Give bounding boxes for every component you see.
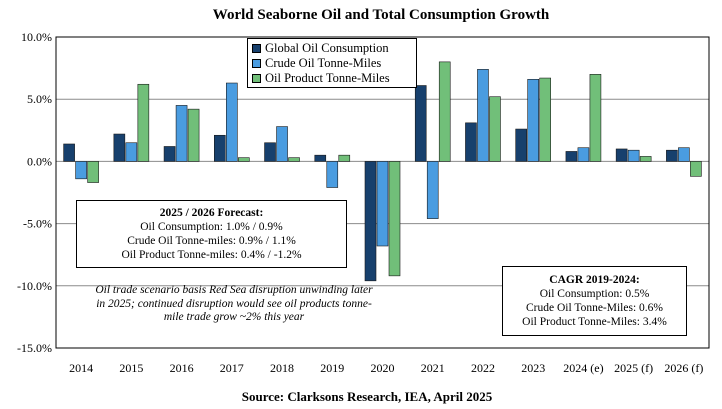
forecast-line: Oil Product Tonne-miles: 0.4% / -1.2% xyxy=(121,249,302,261)
bar-oil-product-tonne-miles-2021 xyxy=(438,61,451,162)
cagr-line: Oil Consumption: 0.5% xyxy=(539,288,650,300)
plot-border xyxy=(55,36,710,349)
bar-oil-product-tonne-miles-2023 xyxy=(539,77,551,162)
legend-label: Global Oil Consumption xyxy=(265,41,389,55)
legend-label: Oil Product Tonne-Miles xyxy=(265,71,390,85)
y-tick-label: 5.0% xyxy=(27,92,52,106)
y-tick-label: -15.0% xyxy=(17,341,52,355)
bar-global-oil-consumption-2018 xyxy=(264,142,276,162)
legend-item-global-oil-consumption: Global Oil Consumption xyxy=(252,41,412,56)
bar-crude-oil-tonne-miles-2019 xyxy=(326,161,339,188)
bar-oil-product-tonne-miles-2017 xyxy=(238,157,250,162)
bar-global-oil-consumption-2025-f xyxy=(615,148,628,162)
bar-crude-oil-tonne-miles-2024-e xyxy=(577,147,590,162)
x-tick-label: 2017 xyxy=(220,361,244,375)
x-axis-ticks: 2014 2015 2016 2017 2018 2019 2020 2021 2022 2023… xyxy=(69,361,703,375)
legend-swatch xyxy=(252,74,261,83)
y-tick-label: 0.0% xyxy=(27,154,52,168)
legend-swatch xyxy=(252,59,261,68)
bar-oil-product-tonne-miles-2014 xyxy=(87,161,99,183)
bar-crude-oil-tonne-miles-2026-f xyxy=(678,147,690,162)
y-tick-label: -5.0% xyxy=(23,217,52,231)
cagr-annotation-box: CAGR 2019-2024: Oil Consumption: 0.5% Cr… xyxy=(502,266,687,336)
x-tick-label: 2015 xyxy=(119,361,143,375)
x-tick-label: 2020 xyxy=(371,361,395,375)
bar-crude-oil-tonne-miles-2016 xyxy=(175,105,188,162)
bar-marks xyxy=(63,61,702,282)
bar-oil-product-tonne-miles-2018 xyxy=(288,157,300,162)
legend-swatch xyxy=(252,44,261,53)
bar-global-oil-consumption-2017 xyxy=(214,134,226,162)
cagr-line: Crude Oil Tonne-Miles: 0.6% xyxy=(526,302,663,314)
x-tick-label: 2018 xyxy=(270,361,294,375)
x-tick-label: 2019 xyxy=(320,361,344,375)
x-tick-label: 2022 xyxy=(471,361,495,375)
forecast-line: Crude Oil Tonne-miles: 0.9% / 1.1% xyxy=(127,235,296,247)
bar-crude-oil-tonne-miles-2022 xyxy=(477,69,489,162)
bar-oil-product-tonne-miles-2019 xyxy=(338,154,351,162)
bar-crude-oil-tonne-miles-2017 xyxy=(226,82,238,162)
bar-global-oil-consumption-2022 xyxy=(465,122,477,162)
bar-crude-oil-tonne-miles-2023 xyxy=(527,78,539,162)
forecast-annotation-box: 2025 / 2026 Forecast: Oil Consumption: 1… xyxy=(76,200,347,268)
x-tick-label: 2016 xyxy=(170,361,194,375)
bar-global-oil-consumption-2014 xyxy=(63,143,75,162)
bar-oil-product-tonne-miles-2024-e xyxy=(589,74,602,162)
x-tick-label: 2021 xyxy=(421,361,445,375)
bar-oil-product-tonne-miles-2022 xyxy=(489,96,501,162)
x-tick-label: 2024 (e) xyxy=(563,361,603,375)
x-tick-label: 2014 xyxy=(69,361,93,375)
bar-oil-product-tonne-miles-2015 xyxy=(137,83,150,162)
bar-global-oil-consumption-2023 xyxy=(515,128,527,162)
x-tick-label: 2026 (f) xyxy=(664,361,703,375)
bar-crude-oil-tonne-miles-2020 xyxy=(376,161,389,247)
chart-title: World Seaborne Oil and Total Consumption… xyxy=(213,7,550,23)
bar-global-oil-consumption-2021 xyxy=(414,85,427,162)
x-tick-label: 2023 xyxy=(521,361,545,375)
bar-global-oil-consumption-2016 xyxy=(163,146,176,162)
y-axis-ticks: -15.0% -10.0% -5.0% 0.0% 5.0% 10.0% xyxy=(17,30,52,355)
y-tick-label: 10.0% xyxy=(21,30,52,44)
bar-crude-oil-tonne-miles-2025-f xyxy=(627,149,640,162)
y-tick-label: -10.0% xyxy=(17,279,52,293)
legend-item-crude-oil-tonne-miles: Crude Oil Tonne-Miles xyxy=(252,56,412,71)
cagr-title: CAGR 2019-2024: xyxy=(549,274,640,286)
bar-oil-product-tonne-miles-2026-f xyxy=(690,161,702,177)
cagr-line: Oil Product Tonne-Miles: 3.4% xyxy=(522,316,667,328)
bar-global-oil-consumption-2020 xyxy=(364,161,377,282)
bar-global-oil-consumption-2026-f xyxy=(666,149,678,162)
chart-source: Source: Clarksons Research, IEA, April 2… xyxy=(242,389,493,404)
legend-label: Crude Oil Tonne-Miles xyxy=(265,56,382,70)
bar-global-oil-consumption-2019 xyxy=(314,154,327,162)
x-tick-label: 2025 (f) xyxy=(614,361,653,375)
chart-legend: Global Oil Consumption Crude Oil Tonne-M… xyxy=(247,38,417,88)
forecast-title: 2025 / 2026 Forecast: xyxy=(159,207,264,219)
forecast-line: Oil Consumption: 1.0% / 0.9% xyxy=(140,221,283,233)
bar-global-oil-consumption-2015 xyxy=(113,133,126,162)
bar-oil-product-tonne-miles-2016 xyxy=(187,108,200,162)
bar-crude-oil-tonne-miles-2015 xyxy=(125,142,138,162)
bar-crude-oil-tonne-miles-2018 xyxy=(276,126,288,162)
bar-crude-oil-tonne-miles-2014 xyxy=(75,161,87,180)
bar-global-oil-consumption-2024-e xyxy=(565,151,578,162)
bar-oil-product-tonne-miles-2025-f xyxy=(639,156,652,162)
scenario-note: Oil trade scenario basis Red Sea disrupt… xyxy=(95,284,373,323)
bar-crude-oil-tonne-miles-2021 xyxy=(426,161,439,219)
bar-oil-product-tonne-miles-2020 xyxy=(388,161,401,277)
legend-item-oil-product-tonne-miles: Oil Product Tonne-Miles xyxy=(252,71,412,86)
